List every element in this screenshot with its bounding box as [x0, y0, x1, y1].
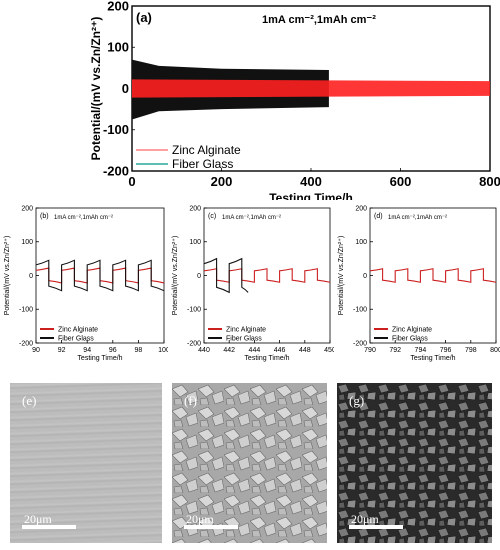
x-axis-label: Testing Time/h	[269, 191, 353, 200]
x-tick-label: 800	[479, 174, 500, 189]
panel-label: (a)	[136, 10, 152, 25]
sem-label-e: (e)	[22, 393, 37, 408]
x-axis-label: Testing Time/h	[410, 355, 455, 362]
series-zinc-alginate-band	[132, 79, 490, 98]
series-zinc-alginate	[369, 268, 497, 283]
y-tick-label: 200	[355, 205, 367, 212]
y-tick-label: -100	[353, 307, 367, 314]
legend-label: Zinc Alginate	[58, 326, 98, 333]
x-tick-label: 792	[389, 347, 401, 354]
x-tick-label: 790	[364, 347, 376, 354]
x-tick-label: 440	[198, 347, 210, 354]
sem-image-f: (f) 20μm	[172, 383, 327, 543]
y-tick-label: 0	[29, 273, 33, 280]
scale-label-g: 20μm	[351, 512, 379, 526]
y-tick-label: -100	[103, 122, 129, 137]
scale-bar-g	[349, 525, 403, 529]
y-tick-label: 200	[189, 205, 201, 212]
x-axis-label: Testing Time/h	[77, 355, 122, 362]
x-tick-label: 446	[274, 347, 286, 354]
sem-image-g: (g) 20μm	[337, 383, 492, 543]
y-tick-label: 100	[21, 239, 33, 246]
scale-bar-e	[22, 525, 76, 529]
series-zinc-alginate	[203, 268, 331, 283]
y-tick-label: 0	[363, 273, 367, 280]
y-axis-label: Potential/(mV vs.Zn/Zn²⁺)	[172, 236, 179, 316]
y-tick-label: -200	[103, 163, 129, 178]
scale-bar-f	[184, 525, 238, 529]
x-tick-label: 444	[249, 347, 261, 354]
x-tick-label: 796	[440, 347, 452, 354]
chart-c: 440 442 444 446 448 450 -200 -100 0 100 200 Testing…	[172, 205, 334, 362]
y-tick-label: 100	[107, 40, 129, 55]
x-tick-label: 450	[324, 347, 334, 354]
series-fiber-glass	[203, 257, 249, 294]
legend-label: Fiber Glass	[392, 335, 428, 342]
y-tick-label: -200	[19, 340, 33, 347]
x-tick-label: 92	[58, 347, 66, 354]
legend-label: Fiber Glass	[58, 335, 94, 342]
x-tick-label: 600	[390, 174, 412, 189]
legend-label: Zinc Alginate	[172, 143, 241, 157]
grain-texture-g	[337, 383, 492, 543]
chart-a: 0 200 400 600 800 -200 -100 0 100 200 Testing Time…	[89, 0, 500, 200]
x-tick-label: 800	[490, 347, 500, 354]
sem-label-f: (f)	[184, 393, 197, 408]
y-tick-label: 100	[355, 239, 367, 246]
sem-label-g: (g)	[349, 393, 365, 408]
condition-label: 1mA cm⁻²,1mAh cm⁻²	[262, 14, 376, 26]
panel-label: (b)	[40, 213, 49, 220]
condition-label: 1mA cm⁻²,1mAh cm⁻²	[222, 215, 281, 221]
condition-label: 1mA cm⁻²,1mAh cm⁻²	[54, 215, 113, 221]
sem-image-e: (e) 20μm	[10, 383, 162, 543]
flake-texture-f	[172, 383, 327, 543]
chart-d: 790 792 794 796 798 800 -200 -100 0 100 200 Testing…	[338, 205, 500, 362]
x-tick-label: 442	[223, 347, 235, 354]
y-axis-label: Potential/(mV vs.Zn/Zn²⁺)	[338, 236, 345, 316]
y-tick-label: -100	[19, 307, 33, 314]
plot-data	[132, 59, 490, 120]
y-tick-label: 0	[122, 81, 129, 96]
x-tick-label: 0	[128, 174, 135, 189]
y-tick-label: 200	[21, 205, 33, 212]
panel-label: (d)	[374, 213, 383, 220]
x-tick-label: 100	[158, 347, 168, 354]
x-tick-label: 794	[415, 347, 427, 354]
condition-label: 1mA cm⁻²,1mAh cm⁻²	[388, 215, 447, 221]
series-fiber-glass	[35, 259, 165, 292]
x-tick-label: 98	[135, 347, 143, 354]
legend-label: Zinc Alginate	[226, 326, 266, 333]
x-tick-label: 798	[465, 347, 477, 354]
scale-label-f: 20μm	[186, 512, 214, 526]
y-tick-label: -200	[353, 340, 367, 347]
y-tick-label: -100	[187, 307, 201, 314]
y-tick-label: 200	[107, 0, 129, 13]
x-tick-label: 96	[109, 347, 117, 354]
x-tick-label: 200	[211, 174, 233, 189]
scale-label-e: 20μm	[24, 512, 52, 526]
y-axis-label: Potential/(mV vs.Zn/Zn²⁺)	[89, 17, 103, 161]
y-axis-label: Potential/(mV vs.Zn/Zn²⁺)	[4, 236, 11, 316]
legend-label: Fiber Glass	[172, 157, 233, 171]
panel-label: (c)	[208, 213, 216, 220]
x-tick-label: 448	[299, 347, 311, 354]
x-tick-label: 94	[83, 347, 91, 354]
legend-label: Zinc Alginate	[392, 326, 432, 333]
x-tick-label: 400	[300, 174, 322, 189]
y-tick-label: -200	[187, 340, 201, 347]
y-tick-label: 0	[197, 273, 201, 280]
x-axis-label: Testing Time/h	[244, 355, 289, 362]
x-tick-label: 90	[32, 347, 40, 354]
chart-b: 90 92 94 96 98 100 -200 -100 0 100 200 Testing Time…	[4, 205, 168, 362]
legend-label: Fiber Glass	[226, 335, 262, 342]
y-tick-label: 100	[189, 239, 201, 246]
